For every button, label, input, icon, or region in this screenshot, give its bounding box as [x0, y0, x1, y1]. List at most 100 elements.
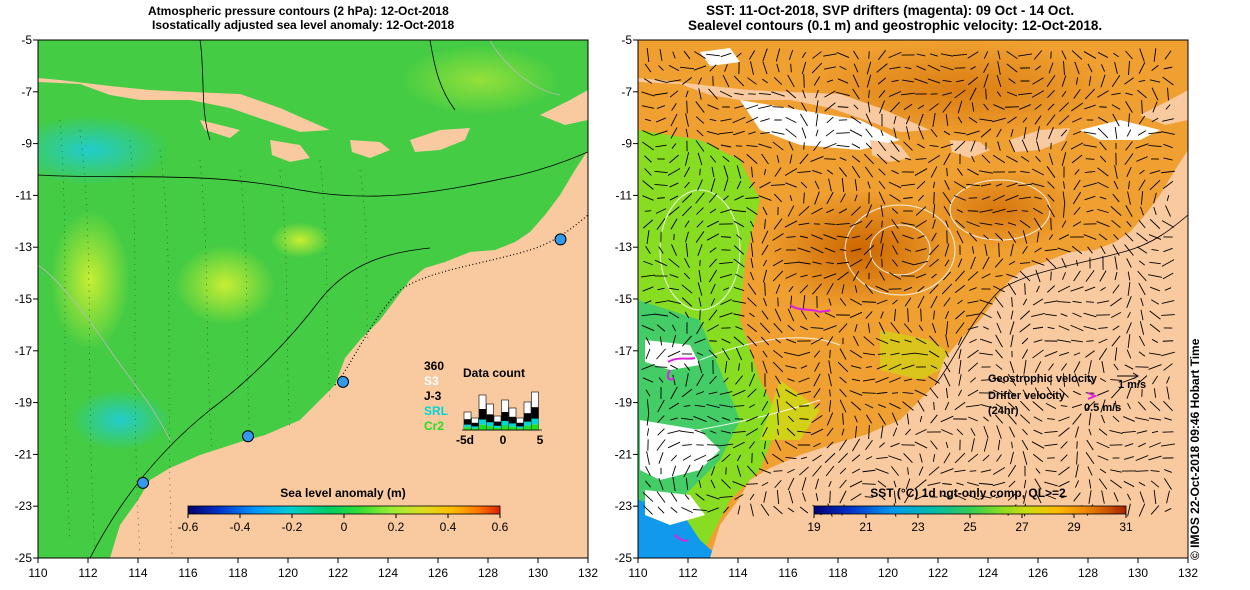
geostrophic-arrow [826, 116, 834, 124]
geostrophic-arrow [1137, 401, 1147, 411]
geostrophic-arrow [682, 205, 692, 217]
geostrophic-arrow [877, 480, 887, 488]
data-count-bar [464, 419, 471, 427]
geostrophic-arrow [891, 392, 899, 394]
geostrophic-arrow [750, 503, 754, 517]
geostrophic-arrow [1019, 323, 1031, 333]
data-count-label: J-3 [424, 389, 442, 403]
geostrophic-arrow [1084, 171, 1096, 173]
geostrophic-arrow [655, 117, 667, 123]
y-tick-label: -5 [21, 33, 32, 47]
geostrophic-arrow [930, 365, 938, 369]
geostrophic-arrow [824, 158, 836, 160]
geostrophic-arrow [849, 311, 863, 319]
geostrophic-arrow [1149, 400, 1161, 412]
geostrophic-arrow [784, 168, 798, 176]
geostrophic-arrow [1022, 246, 1028, 254]
geostrophic-arrow [1019, 104, 1031, 110]
x-tick-label: 118 [828, 566, 847, 580]
geostrophic-arrow [1021, 139, 1029, 153]
geostrophic-arrow [993, 194, 1005, 202]
geostrophic-arrow [1058, 427, 1070, 437]
geostrophic-arrow [682, 455, 692, 461]
geostrophic-arrow [942, 271, 952, 281]
geostrophic-arrow [1006, 63, 1018, 73]
geostrophic-arrow [684, 257, 690, 269]
data-count-bar [486, 414, 494, 425]
geostrophic-arrow [1151, 65, 1159, 71]
geostrophic-arrow [657, 506, 665, 514]
geostrophic-arrow [697, 360, 703, 374]
x-tick-label: 120 [878, 566, 898, 580]
geostrophic-arrow [889, 66, 901, 70]
geostrophic-arrow [979, 170, 993, 174]
geostrophic-arrow [706, 454, 720, 462]
geostrophic-arrow [954, 401, 966, 411]
geostrophic-arrow [774, 479, 782, 489]
geostrophic-arrow [994, 222, 1004, 226]
geostrophic-arrow [773, 193, 783, 203]
geostrophic-arrow [642, 141, 654, 151]
geostrophic-arrow [1123, 416, 1135, 422]
geostrophic-arrow [721, 417, 731, 421]
y-tick-label: -17 [15, 344, 33, 358]
geostrophic-arrow [707, 444, 719, 446]
geostrophic-arrow [1140, 206, 1144, 216]
geostrophic-arrow [1100, 399, 1106, 413]
geostrophic-arrow [763, 389, 767, 397]
geostrophic-arrow [645, 246, 651, 254]
geostrophic-arrow [1023, 360, 1027, 374]
geostrophic-arrow [954, 452, 966, 464]
geostrophic-arrow [971, 246, 975, 254]
geostrophic-arrow [839, 297, 847, 307]
geostrophic-arrow [878, 404, 886, 408]
geostrophic-arrow [773, 470, 783, 472]
geostrophic-arrow [810, 155, 824, 163]
geostrophic-arrow [957, 299, 963, 305]
geostrophic-arrow [1009, 361, 1015, 373]
geostrophic-arrow [1113, 180, 1119, 190]
data-count-tick: 5 [537, 433, 544, 447]
geostrophic-arrow [1058, 480, 1070, 488]
geostrophic-arrow [981, 196, 991, 200]
geostrophic-arrow [996, 425, 1002, 439]
geostrophic-arrow [774, 308, 782, 322]
geostrophic-arrow [1127, 503, 1131, 517]
geostrophic-arrow [1162, 340, 1174, 342]
geostrophic-arrow [643, 260, 653, 266]
geostrophic-arrow [764, 440, 766, 450]
geostrophic-arrow [761, 310, 769, 320]
geostrophic-arrow [853, 104, 859, 110]
geostrophic-arrow [654, 313, 668, 317]
geostrophic-arrow [875, 337, 889, 345]
geostrophic-arrow [941, 429, 953, 435]
geostrophic-arrow [1076, 451, 1078, 465]
geostrophic-arrow [814, 180, 820, 190]
geostrophic-arrow [1166, 194, 1170, 202]
geostrophic-arrow [724, 64, 728, 72]
geostrophic-arrow [878, 180, 886, 190]
geostrophic-arrow [1149, 310, 1161, 320]
data-count-bar [464, 424, 471, 428]
geostrophic-arrow [748, 181, 756, 189]
geostrophic-arrow [1063, 204, 1065, 218]
geostrophic-arrow [823, 142, 837, 150]
geostrophic-arrow [784, 261, 798, 265]
geostrophic-arrow [878, 442, 886, 448]
geostrophic-arrow [929, 144, 939, 148]
geostrophic-arrow [954, 140, 966, 152]
geostrophic-arrow [1046, 386, 1056, 400]
geostrophic-arrow [787, 378, 795, 382]
geostrophic-arrow [914, 352, 928, 356]
geostrophic-arrow [865, 219, 873, 229]
geostrophic-arrow [1136, 375, 1148, 385]
geostrophic-arrow [942, 192, 952, 204]
geostrophic-arrow [1152, 101, 1158, 113]
geostrophic-arrow [1006, 155, 1018, 163]
geostrophic-arrow [851, 454, 861, 462]
geostrophic-arrow [1151, 117, 1159, 123]
geostrophic-arrow [1047, 194, 1055, 202]
geostrophic-arrow [916, 180, 926, 190]
geostrophic-arrow [723, 377, 729, 383]
geostrophic-arrow [1149, 261, 1161, 265]
